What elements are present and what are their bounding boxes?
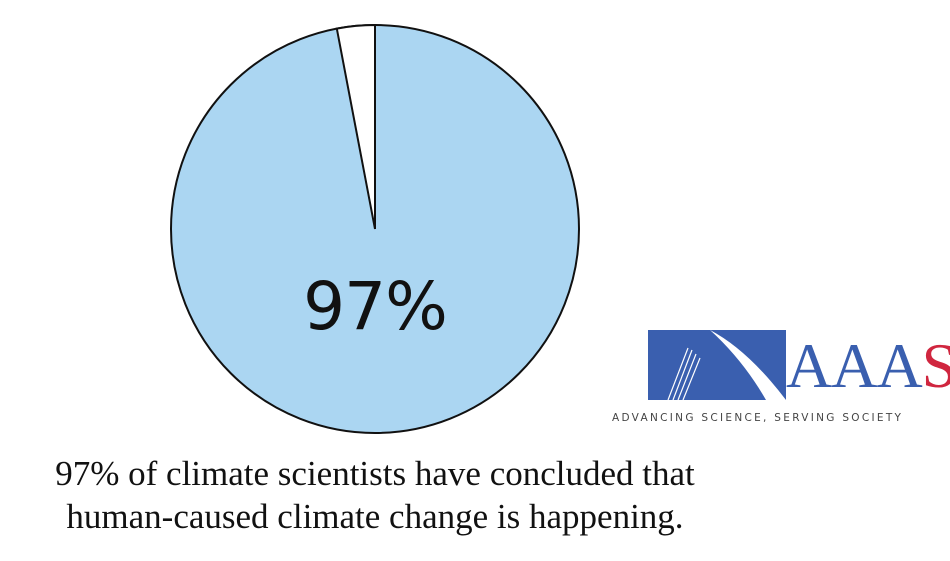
aaas-emblem-icon [648,330,786,401]
pie-slice-3 [335,23,376,230]
caption-line-1: 97% of climate scientists have concluded… [55,454,695,493]
caption: 97% of climate scientists have concluded… [0,452,750,538]
aaas-tagline: ADVANCING SCIENCE, SERVING SOCIETY [612,412,904,424]
caption-line-2: human-caused climate change is happening… [66,497,684,536]
pie-center-label: 97% [303,268,448,345]
aaas-wordmark: AAAS [786,330,950,401]
aaas-logo: AAAS [648,330,950,430]
